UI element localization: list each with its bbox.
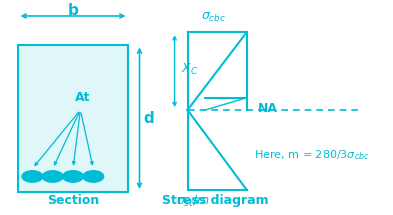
Text: b: b xyxy=(68,3,79,18)
Circle shape xyxy=(22,171,43,182)
Text: $\sigma_{cbc}$: $\sigma_{cbc}$ xyxy=(201,11,226,24)
Text: $\sigma_{st}/m$: $\sigma_{st}/m$ xyxy=(176,194,210,209)
Text: NA: NA xyxy=(258,103,278,115)
Text: Section: Section xyxy=(47,194,99,207)
Text: d: d xyxy=(143,111,154,126)
Text: At: At xyxy=(74,91,90,104)
Text: Here, m = 280/3$\sigma_{cbc}$: Here, m = 280/3$\sigma_{cbc}$ xyxy=(254,148,369,162)
Text: Stress diagram: Stress diagram xyxy=(162,194,268,207)
Bar xyxy=(18,45,129,192)
Text: $X_C$: $X_C$ xyxy=(181,61,198,77)
Circle shape xyxy=(42,171,63,182)
Circle shape xyxy=(62,171,83,182)
Circle shape xyxy=(83,171,104,182)
